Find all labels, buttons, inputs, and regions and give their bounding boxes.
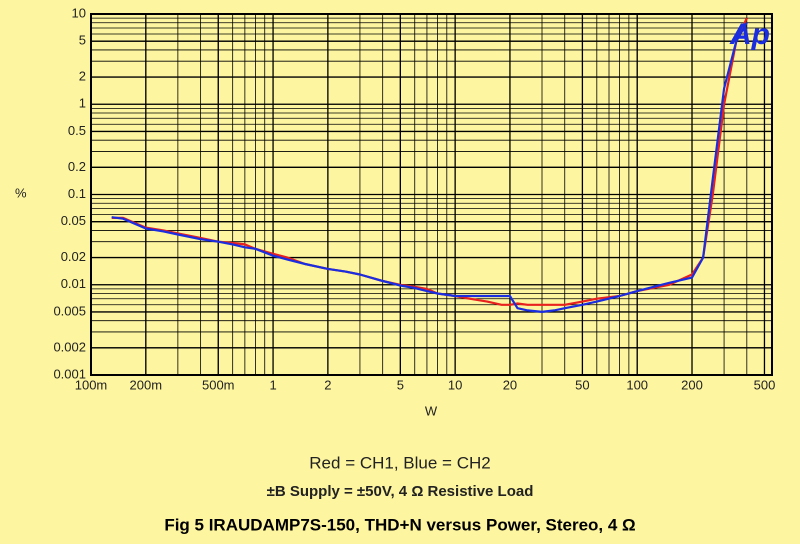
y-tick-label: 10 xyxy=(72,5,86,20)
x-tick-label: 2 xyxy=(324,377,331,392)
x-tick-label: 50 xyxy=(575,377,589,392)
x-tick-label: 100m xyxy=(75,377,108,392)
y-tick-label: 0.02 xyxy=(61,249,86,264)
logo: Ap xyxy=(729,18,770,51)
y-tick-label: 0.05 xyxy=(61,213,86,228)
x-tick-label: 200m xyxy=(130,377,163,392)
y-tick-label: 0.001 xyxy=(53,366,86,381)
y-tick-label: 0.5 xyxy=(68,123,86,138)
y-axis-label: % xyxy=(15,185,27,200)
y-tick-label: 2 xyxy=(79,69,86,84)
y-tick-label: 0.002 xyxy=(53,339,86,354)
x-axis-label: W xyxy=(425,403,438,418)
x-tick-label: 500 xyxy=(754,377,776,392)
x-tick-label: 200 xyxy=(681,377,703,392)
plot-border xyxy=(90,13,773,376)
x-tick-label: 500m xyxy=(202,377,235,392)
x-tick-label: 1 xyxy=(269,377,276,392)
legend-text: Red = CH1, Blue = CH2 xyxy=(309,453,490,472)
chart-title: Fig 5 IRAUDAMP7S-150, THD+N versus Power… xyxy=(164,515,635,534)
y-tick-label: 0.1 xyxy=(68,186,86,201)
y-tick-label: 0.005 xyxy=(53,303,86,318)
y-tick-label: 0.01 xyxy=(61,276,86,291)
x-tick-label: 10 xyxy=(448,377,462,392)
x-tick-label: 100 xyxy=(626,377,648,392)
y-tick-label: 1 xyxy=(79,96,86,111)
x-tick-label: 5 xyxy=(397,377,404,392)
x-tick-label: 20 xyxy=(503,377,517,392)
y-tick-label: 0.2 xyxy=(68,159,86,174)
y-tick-label: 5 xyxy=(79,33,86,48)
subtitle: ±B Supply = ±50V, 4 Ω Resistive Load xyxy=(267,483,534,500)
data-line xyxy=(111,22,748,313)
